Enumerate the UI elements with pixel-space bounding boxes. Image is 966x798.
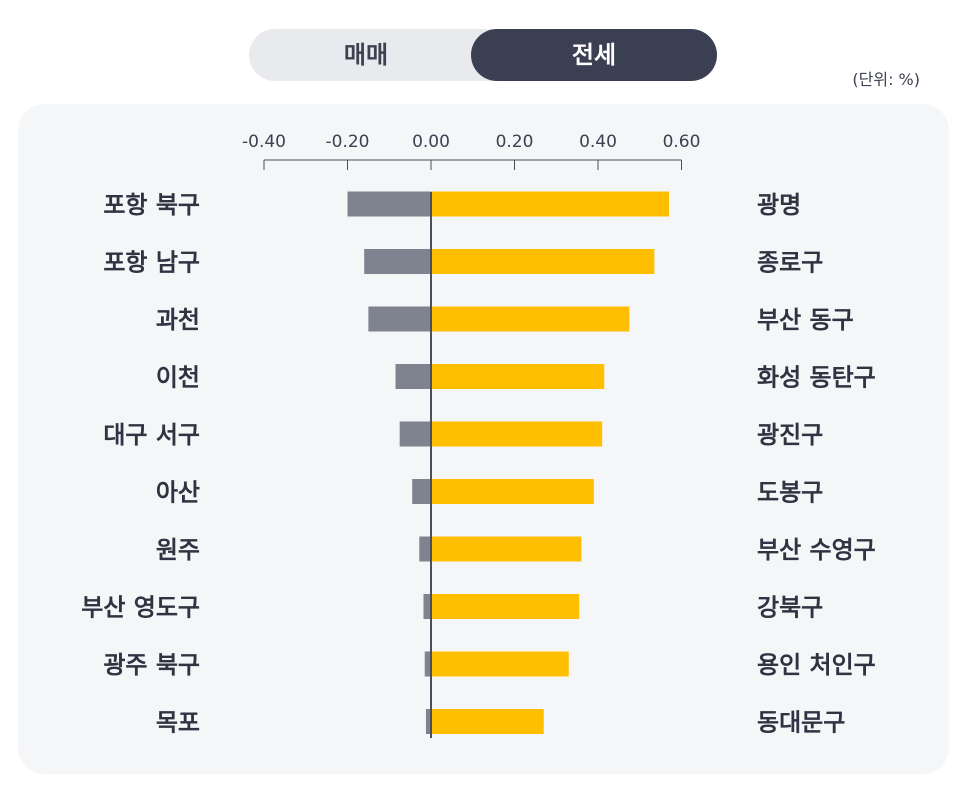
bar-positive (431, 651, 569, 677)
x-tick-label: 0.60 (663, 132, 701, 152)
tab-jeonse[interactable]: 전세 (471, 29, 717, 81)
x-tick-label: 0.40 (579, 132, 617, 152)
bar-negative (423, 594, 431, 619)
bar-negative (395, 364, 431, 389)
category-label-left: 부산 영도구 (81, 594, 200, 622)
tab-sale[interactable]: 매매 (343, 41, 389, 69)
category-label-right: 광진구 (757, 421, 823, 449)
bar-positive (431, 479, 594, 504)
unit-label: (단위: %) (852, 70, 920, 89)
category-label-left: 과천 (156, 306, 200, 334)
bar-positive (431, 594, 580, 619)
category-label-right: 광명 (757, 191, 801, 219)
category-label-right: 화성 동탄구 (757, 364, 876, 392)
bar-negative (364, 249, 431, 274)
category-label-left: 포항 북구 (103, 191, 200, 219)
category-label-right: 부산 수영구 (757, 536, 876, 564)
bar-negative (412, 479, 431, 504)
bar-negative (347, 191, 431, 217)
x-tick-label: 0.20 (496, 132, 534, 152)
bar-negative (399, 421, 431, 447)
bar-negative (419, 536, 431, 562)
x-tick-label: 0.00 (412, 132, 450, 152)
category-label-right: 용인 처인구 (757, 651, 876, 679)
category-label-left: 아산 (156, 479, 200, 507)
category-label-left: 대구 서구 (103, 421, 200, 449)
bar-positive (431, 536, 582, 562)
bar-positive (431, 709, 544, 734)
x-tick-label: -0.40 (242, 132, 286, 152)
category-label-right: 강북구 (757, 594, 823, 622)
bar-positive (431, 249, 655, 274)
category-label-right: 도봉구 (757, 479, 823, 507)
bar-positive (431, 421, 603, 447)
bar-negative (368, 306, 431, 332)
toggle-group: 매매 전세 (249, 29, 717, 81)
category-label-left: 광주 북구 (103, 651, 200, 679)
category-label-left: 목포 (156, 709, 200, 737)
category-label-right: 부산 동구 (757, 306, 854, 334)
bar-positive (431, 306, 630, 332)
category-label-right: 동대문구 (757, 709, 845, 737)
bar-positive (431, 191, 669, 217)
x-tick-label: -0.20 (326, 132, 370, 152)
bar-negative (424, 651, 431, 677)
category-label-left: 원주 (156, 536, 200, 564)
bar-positive (431, 364, 605, 389)
category-label-left: 이천 (156, 364, 200, 392)
category-label-left: 포항 남구 (103, 249, 200, 277)
bar-negative (425, 709, 431, 734)
category-label-right: 종로구 (757, 249, 823, 277)
